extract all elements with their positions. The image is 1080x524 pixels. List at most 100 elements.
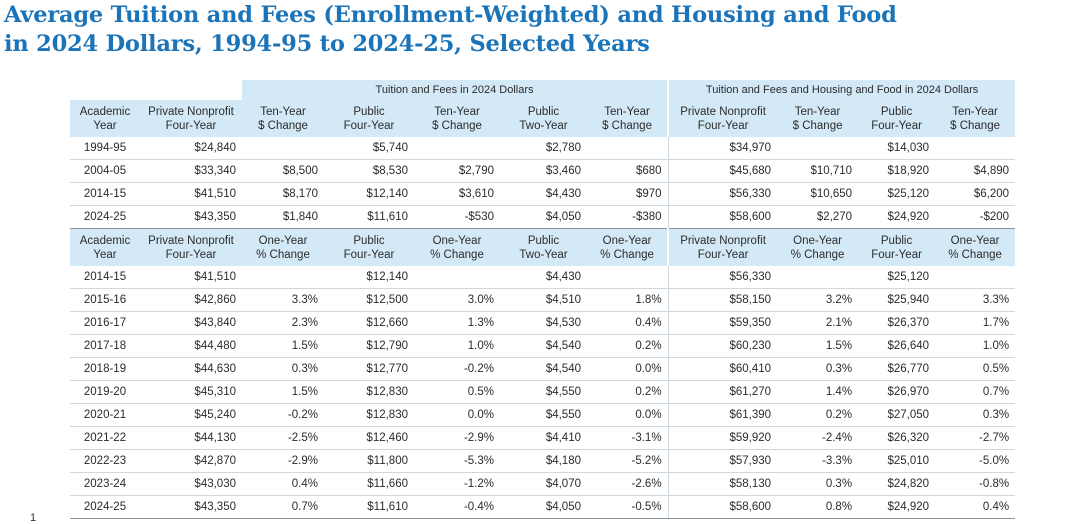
column-header-line: Public [353, 105, 385, 118]
table-cell: -0.2% [242, 403, 324, 427]
table-cell: $6,200 [935, 182, 1016, 206]
table-cell: -5.0% [935, 449, 1016, 473]
table-cell: $10,710 [777, 159, 859, 183]
academic-year-cell: 2024-25 [70, 205, 140, 229]
table-cell: -2.6% [587, 472, 669, 496]
table-cell: $14,030 [858, 137, 936, 160]
column-header-line: Ten-Year [604, 105, 650, 118]
table-cell: $1,840 [242, 205, 324, 229]
table-cell: 1.0% [935, 334, 1016, 358]
column-header-line: Four-Year [343, 119, 395, 132]
academic-year-cell: 2018-19 [70, 357, 140, 381]
table-cell: $4,430 [500, 266, 587, 289]
table-cell: $43,840 [140, 311, 242, 335]
table-row: 2023-24 $43,030 0.4% $11,660 -1.2% $4,070 -2.6… [70, 472, 1016, 496]
table-row: 2021-22 $44,130 -2.5% $12,460 -2.9% $4,410 -3.… [70, 426, 1016, 450]
column-header-line: Year [93, 248, 117, 261]
table-cell: 0.2% [777, 403, 859, 427]
column-header: Ten-Year $ Change [587, 100, 669, 137]
table-cell: $43,030 [140, 472, 242, 496]
table-cell: $26,370 [858, 311, 936, 335]
table-cell: $45,680 [667, 159, 778, 183]
table-cell: -0.4% [414, 495, 500, 519]
table-cell: $58,600 [667, 205, 778, 229]
table-cell: $25,120 [858, 182, 936, 206]
column-header-line: Academic [79, 105, 131, 118]
table-cell: $12,140 [324, 182, 414, 206]
one-year-header-row: Academic Year Private Nonprofit Four-Year On… [70, 228, 1016, 266]
column-header-line: One-Year [258, 234, 308, 247]
table-cell: $970 [587, 182, 669, 206]
column-header-line: $ Change [950, 119, 1000, 132]
column-header-line: Academic [79, 234, 131, 247]
table-row: 2015-16 $42,860 3.3% $12,500 3.0% $4,510 1.8% $… [70, 288, 1016, 312]
table-cell: $41,510 [140, 182, 242, 206]
academic-year-cell: 2004-05 [70, 159, 140, 183]
column-header-line: Ten-Year [952, 105, 998, 118]
table-cell: $4,050 [500, 495, 587, 519]
table-cell: 0.4% [242, 472, 324, 496]
table-cell: $4,540 [500, 334, 587, 358]
table-cell: $11,610 [324, 205, 414, 229]
column-header: Public Four-Year [324, 100, 414, 137]
table-cell [414, 266, 500, 289]
table-cell: $26,770 [858, 357, 936, 381]
table-cell [587, 266, 669, 289]
table-cell: 0.3% [777, 472, 859, 496]
table-cell: -$530 [414, 205, 500, 229]
column-header: One-Year% Change [935, 228, 1016, 266]
column-header-line: Four-Year [871, 119, 922, 132]
table-cell: 0.0% [414, 403, 500, 427]
table-cell: $11,800 [324, 449, 414, 473]
table-cell: $3,610 [414, 182, 500, 206]
table-row: 2004-05 $33,340 $8,500 $8,530 $2,790 $3,460 $6… [70, 159, 1016, 183]
table-cell: $43,350 [140, 495, 242, 519]
table-cell: $44,480 [140, 334, 242, 358]
table-cell: -2.5% [242, 426, 324, 450]
table-cell: 0.7% [242, 495, 324, 519]
table-cell [242, 137, 324, 160]
column-header-line: Two-Year [519, 119, 568, 132]
page-title-line-1: Average Tuition and Fees (Enrollment-Wei… [4, 2, 897, 28]
table-cell: $11,610 [324, 495, 414, 519]
table-cell: $5,740 [324, 137, 414, 160]
footnote-mark: 1 [30, 512, 37, 524]
table-cell: $680 [587, 159, 669, 183]
table-row: 2016-17 $43,840 2.3% $12,660 1.3% $4,530 0.4% $… [70, 311, 1016, 335]
table-cell: -3.3% [777, 449, 859, 473]
academic-year-cell: 2020-21 [70, 403, 140, 427]
table-cell: -1.2% [414, 472, 500, 496]
academic-year-cell: 1994-95 [70, 137, 140, 160]
column-header-line: % Change [948, 248, 1002, 261]
table-cell: 0.5% [935, 357, 1016, 381]
table-cell: $4,070 [500, 472, 587, 496]
table-cell: 1.5% [777, 334, 859, 358]
academic-year-cell: 2015-16 [70, 288, 140, 312]
column-header-line: Ten-Year [794, 105, 841, 118]
table-cell: $44,630 [140, 357, 242, 381]
table-cell: $12,140 [324, 266, 414, 289]
column-header-line: Private Nonprofit [148, 234, 234, 247]
table-cell: $8,170 [242, 182, 324, 206]
table-row: 1994-95 $24,840 $5,740 $2,780 $34,970 $14,030 [70, 137, 1016, 160]
academic-year-cell: 2022-23 [70, 449, 140, 473]
column-header-line: Public [353, 234, 385, 247]
column-header: Ten-Year $ Change [935, 100, 1016, 137]
table-cell: -5.2% [587, 449, 669, 473]
table-cell: 0.4% [935, 495, 1016, 519]
table-cell: -2.9% [414, 426, 500, 450]
column-header: One-Year% Change [587, 228, 669, 266]
academic-year-cell: 2017-18 [70, 334, 140, 358]
table-cell: $4,550 [500, 380, 587, 404]
table-cell: $2,270 [777, 205, 859, 229]
table-cell: $12,830 [324, 403, 414, 427]
column-header: Private Nonprofit Four-Year [140, 100, 242, 137]
column-header: Ten-Year $ Change [242, 100, 324, 137]
column-header-line: Four-Year [165, 248, 217, 261]
table-cell: $4,890 [935, 159, 1016, 183]
table-cell: 3.0% [414, 288, 500, 312]
table-cell: $8,530 [324, 159, 414, 183]
table-cell: $25,010 [858, 449, 936, 473]
table-cell: 0.2% [587, 380, 669, 404]
table-cell: $4,540 [500, 357, 587, 381]
